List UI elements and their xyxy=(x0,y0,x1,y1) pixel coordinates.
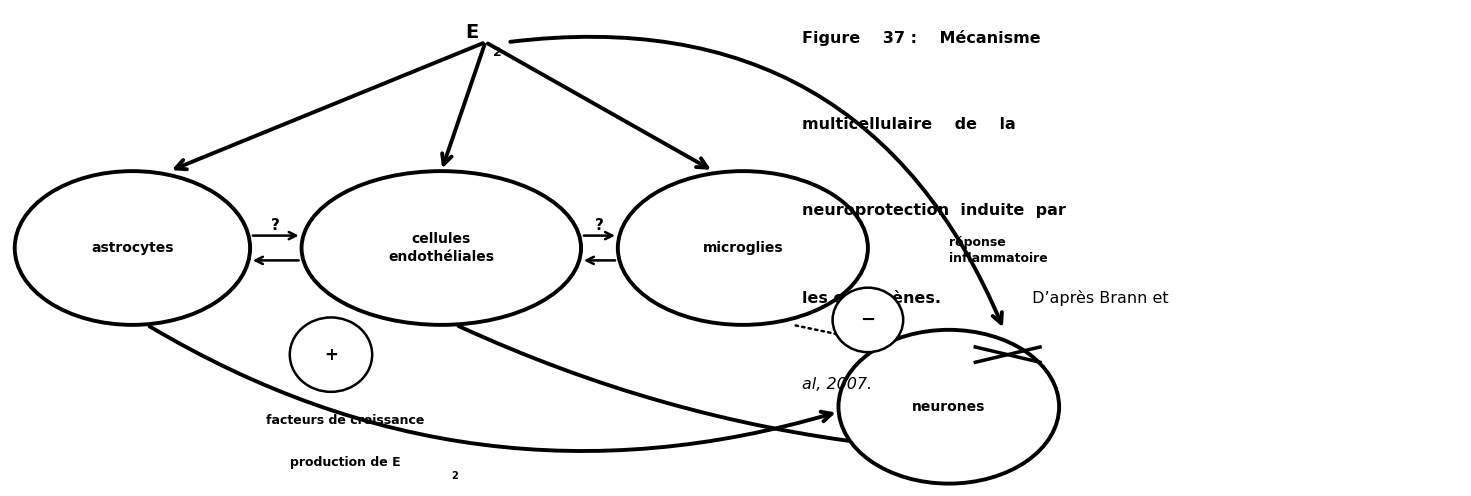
Text: neuroprotection  induite  par: neuroprotection induite par xyxy=(802,203,1065,218)
Text: réponse
inflammatoire: réponse inflammatoire xyxy=(949,236,1047,265)
Text: facteurs de croissance: facteurs de croissance xyxy=(266,414,425,427)
Ellipse shape xyxy=(302,171,581,325)
Text: 2: 2 xyxy=(493,46,502,59)
Ellipse shape xyxy=(833,288,903,352)
Text: microglies: microglies xyxy=(703,241,783,255)
Text: ?: ? xyxy=(271,218,281,233)
Text: E: E xyxy=(465,23,478,42)
Ellipse shape xyxy=(15,171,250,325)
Ellipse shape xyxy=(838,330,1059,484)
Text: astrocytes: astrocytes xyxy=(91,241,174,255)
Text: les estrogènes.: les estrogènes. xyxy=(802,290,940,306)
Text: 2: 2 xyxy=(452,471,459,481)
Text: cellules
endothéliales: cellules endothéliales xyxy=(388,232,494,264)
Text: +: + xyxy=(324,346,338,364)
Text: D’après Brann et: D’après Brann et xyxy=(1027,290,1168,306)
Text: neurones: neurones xyxy=(912,400,986,414)
Text: production de E: production de E xyxy=(290,456,402,469)
Ellipse shape xyxy=(618,171,868,325)
Text: Figure    37 :    Mécanisme: Figure 37 : Mécanisme xyxy=(802,30,1040,46)
Text: −: − xyxy=(861,311,875,329)
Ellipse shape xyxy=(290,317,372,392)
Text: multicellulaire    de    la: multicellulaire de la xyxy=(802,117,1015,131)
Text: al, 2007.: al, 2007. xyxy=(802,377,872,392)
Text: ?: ? xyxy=(594,218,605,233)
